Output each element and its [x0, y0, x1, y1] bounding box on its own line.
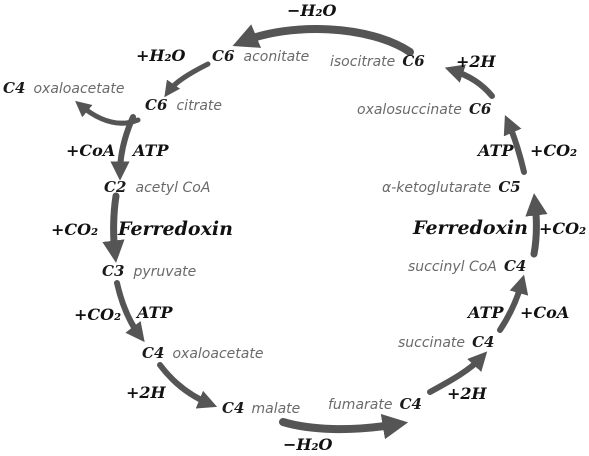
arrow-ketoglutarate-to-oxalosuccinate: [503, 114, 527, 175]
label-plus-coa-right: +CoA: [520, 303, 569, 322]
cofactor-labels: −H₂O +H₂O +2H ATP +CO₂ Ferredoxin +CO₂ A…: [51, 1, 586, 454]
label-atp-left: ATP: [135, 303, 173, 322]
carbon-count: C4: [142, 344, 164, 362]
label-plus-co2-right2: +CO₂: [539, 219, 586, 238]
label-ferredoxin-right: Ferredoxin: [412, 217, 528, 239]
compound-name: citrate: [176, 98, 222, 114]
compound-name: oxaloacetate: [33, 81, 124, 97]
label-minus-h2o-top: −H₂O: [287, 1, 337, 20]
carbon-count: C5: [498, 178, 520, 196]
arrow-fumarate-to-succinate: [427, 351, 488, 395]
arrow-malate-to-fumarate: [279, 413, 409, 440]
carbon-count: C3: [102, 262, 124, 280]
cycle-arrows: [75, 24, 548, 440]
carbon-count: C4: [222, 399, 244, 417]
compound-ketoglutarate: α-ketoglutarate C5: [382, 177, 521, 196]
compound-name: succinyl CoA: [408, 259, 497, 275]
arrow-succinate-to-succinyl-coa: [497, 274, 529, 333]
compound-fumarate: fumarate C4: [328, 394, 422, 413]
label-plus-2h-top: +2H: [456, 52, 497, 71]
arrow-aconitate-to-citrate: [164, 61, 211, 98]
compound-citrate: C6 citrate: [145, 95, 222, 114]
label-plus-coa-left: +CoA: [66, 141, 115, 160]
carbon-count: C2: [104, 178, 126, 196]
label-plus-co2-right: +CO₂: [530, 141, 577, 160]
label-atp-right: ATP: [476, 141, 514, 160]
arrow-oxaloacetate-to-malate: [157, 362, 218, 409]
arrow-isocitrate-to-aconitate: [232, 24, 414, 56]
compound-oxaloacetate: C4 oxaloacetate: [142, 343, 263, 362]
compound-oxaloacetate-out: C4 oxaloacetate: [3, 78, 124, 97]
compound-name: malate: [251, 401, 300, 417]
carbon-count: C4: [3, 79, 25, 97]
compound-isocitrate: isocitrate C6: [330, 51, 425, 70]
label-atp-right2: ATP: [466, 303, 504, 322]
carbon-count: C6: [402, 52, 425, 70]
compounds: C6 aconitate isocitrate C6 C6 citrate C4…: [3, 46, 526, 417]
compound-name: succinate: [398, 335, 465, 351]
compound-pyruvate: C3 pyruvate: [102, 261, 196, 280]
carbon-count: C6: [145, 96, 168, 114]
compound-name: oxaloacetate: [172, 346, 263, 362]
label-plus-h2o: +H₂O: [136, 46, 186, 65]
label-ferredoxin-left: Ferredoxin: [117, 218, 233, 240]
compound-oxalosuccinate: oxalosuccinate C6: [357, 99, 492, 118]
compound-name: pyruvate: [132, 264, 196, 280]
arrow-acetyl-coa-to-pyruvate: [102, 192, 125, 263]
carbon-count: C4: [400, 395, 422, 413]
arrow-oxalosuccinate-to-isocitrate: [444, 64, 495, 99]
arrow-citrate-to-oxaloacetate-out: [75, 100, 141, 126]
compound-name: acetyl CoA: [135, 180, 210, 196]
arrow-succinyl-coa-to-ketoglutarate: [525, 193, 548, 258]
label-plus-co2-left2: +CO₂: [51, 220, 98, 239]
arrow-pyruvate-to-oxaloacetate: [114, 280, 145, 343]
label-minus-h2o-bottom: −H₂O: [283, 435, 333, 454]
compound-name: isocitrate: [330, 54, 395, 70]
compound-malate: C4 malate: [222, 398, 300, 417]
compound-succinate: succinate C4: [398, 332, 495, 351]
compound-name: aconitate: [243, 49, 309, 65]
carbon-count: C4: [504, 257, 526, 275]
label-plus-2h-bottom-right: +2H: [447, 384, 488, 403]
compound-name: fumarate: [328, 397, 392, 413]
carbon-count: C6: [212, 47, 235, 65]
compound-aconitate: C6 aconitate: [212, 46, 309, 65]
carbon-count: C6: [469, 100, 492, 118]
compound-name: α-ketoglutarate: [382, 180, 491, 196]
compound-acetyl-coa: C2 acetyl CoA: [104, 177, 210, 196]
compound-name: oxalosuccinate: [357, 102, 462, 118]
label-plus-co2-left: +CO₂: [74, 305, 121, 324]
carbon-count: C4: [472, 333, 494, 351]
label-atp-left2: ATP: [131, 141, 169, 160]
compound-succinyl-coa: succinyl CoA C4: [408, 256, 526, 275]
label-plus-2h-bottom-left: +2H: [126, 383, 167, 402]
